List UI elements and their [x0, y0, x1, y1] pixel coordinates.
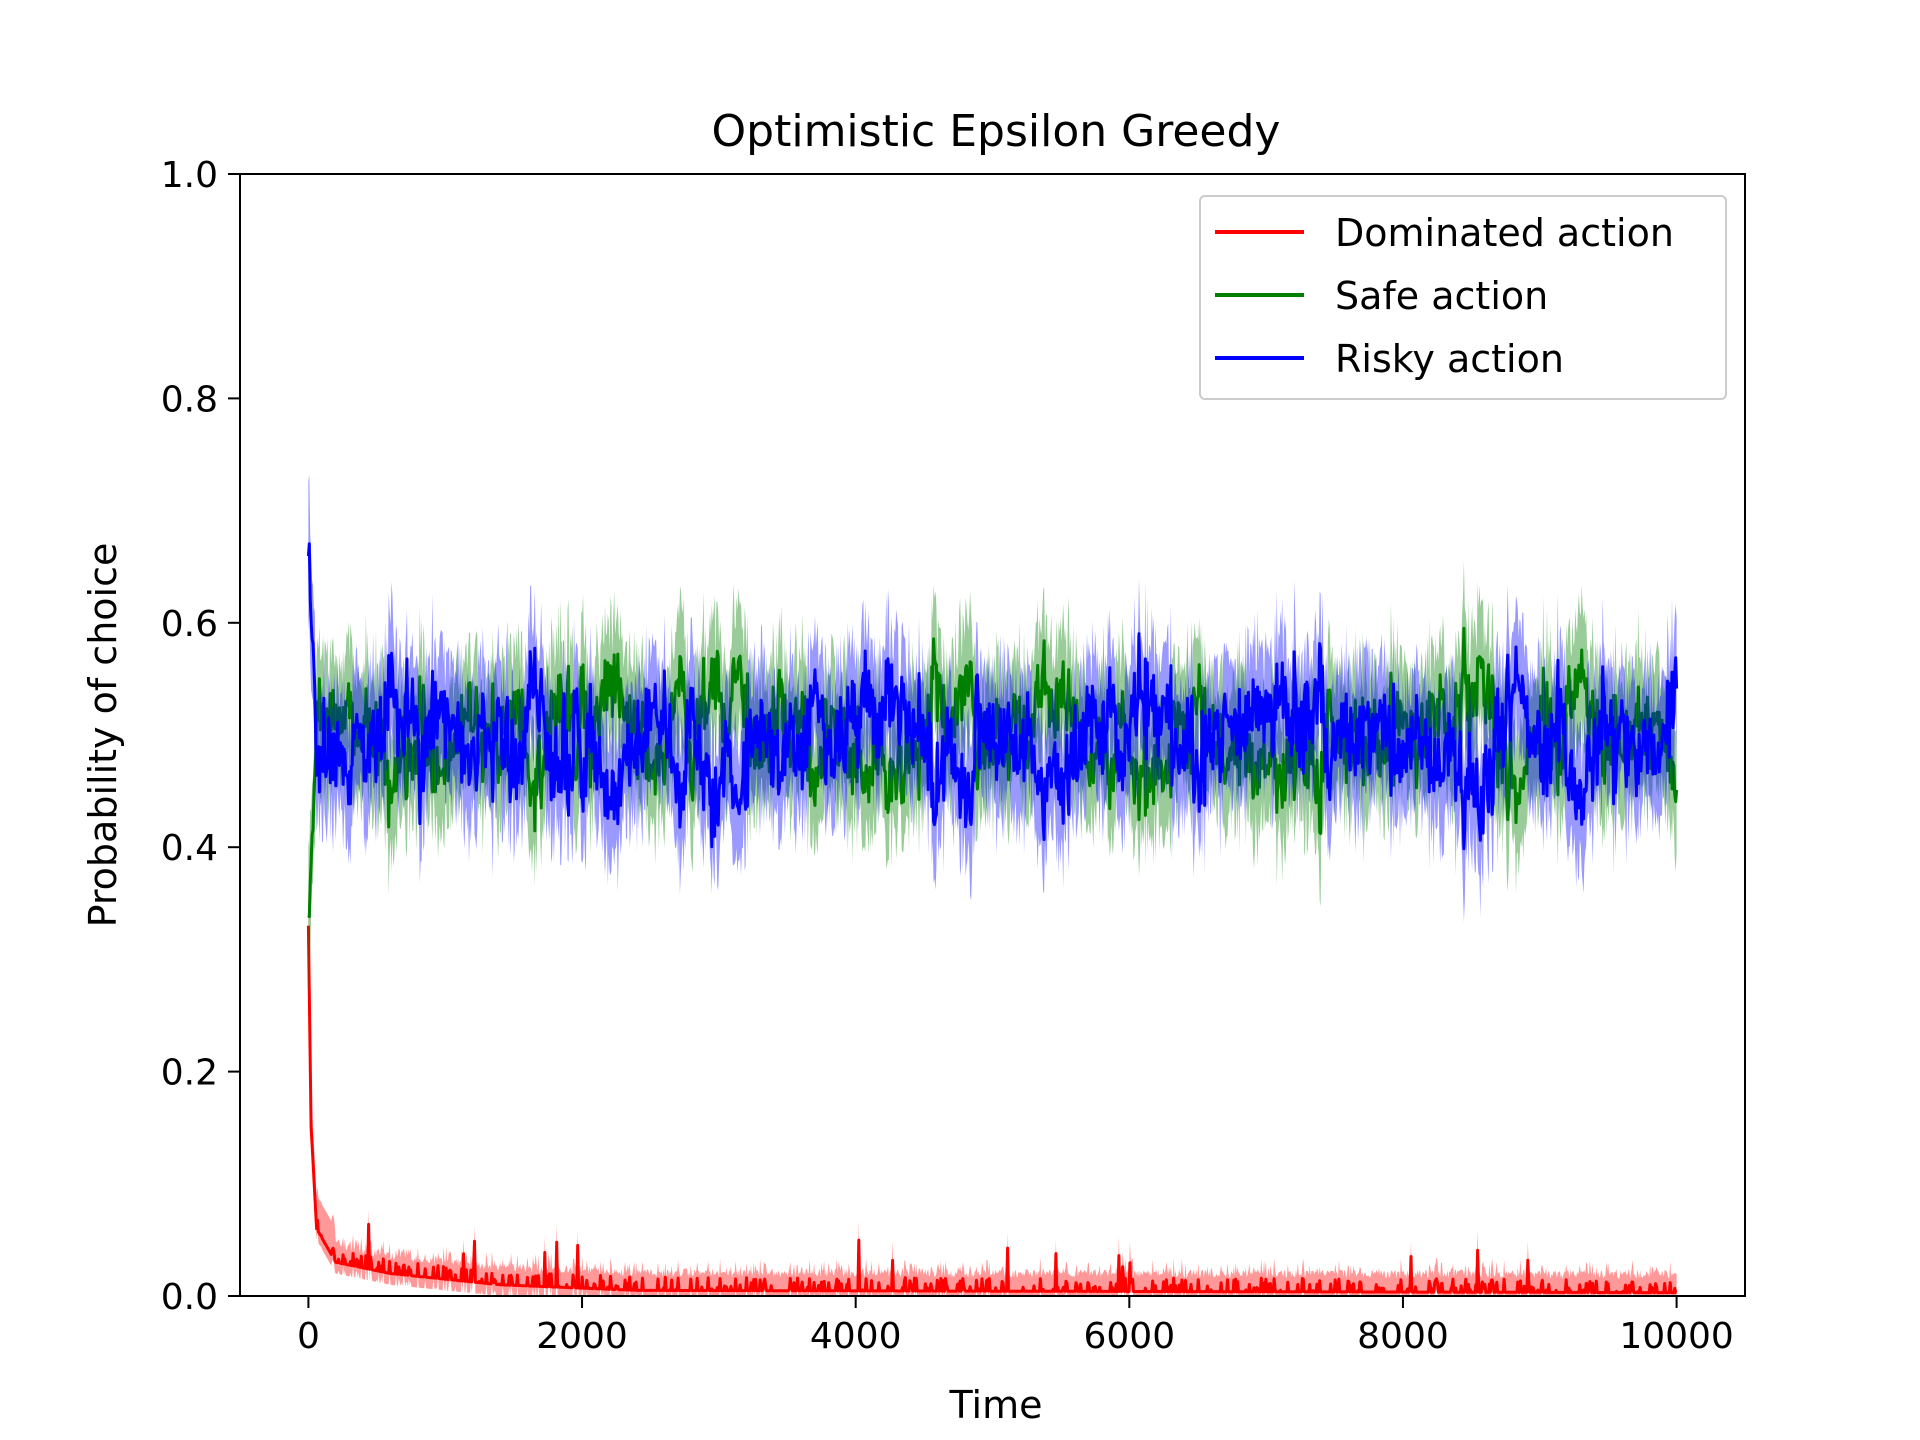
series-layer [306, 474, 1679, 1296]
risky-action-line [306, 542, 1679, 851]
y-tick-label: 0.6 [161, 604, 218, 645]
y-axis: 0.0 0.2 0.4 0.6 0.8 1.0 [161, 155, 240, 1318]
y-tick-label: 0.4 [161, 828, 218, 869]
y-tick-label: 0.0 [161, 1277, 218, 1318]
y-tick-label: 0.8 [161, 379, 218, 420]
dominated-action-line [306, 925, 1678, 1295]
legend-label-safe: Safe action [1335, 274, 1548, 318]
risky-action-band [308, 474, 1677, 923]
chart-title: Optimistic Epsilon Greedy [712, 106, 1281, 157]
plot-frame [239, 173, 1746, 1297]
x-tick-label: 4000 [810, 1316, 902, 1357]
legend-label-dominated: Dominated action [1335, 211, 1674, 255]
y-tick-label: 1.0 [161, 155, 218, 196]
x-axis: 0 2000 4000 6000 8000 10000 [297, 1296, 1734, 1357]
x-tick-label: 2000 [536, 1316, 628, 1357]
x-axis-label: Time [949, 1383, 1043, 1427]
x-tick-label: 0 [297, 1316, 320, 1357]
x-tick-label: 10000 [1619, 1316, 1734, 1357]
y-tick-label: 0.2 [161, 1053, 218, 1094]
safe-action-band [308, 560, 1677, 992]
y-axis-label: Probability of choice [81, 543, 125, 928]
x-tick-label: 6000 [1084, 1316, 1176, 1357]
x-tick-label: 8000 [1357, 1316, 1449, 1357]
legend-label-risky: Risky action [1335, 337, 1564, 381]
legend: Dominated action Safe action Risky actio… [1199, 195, 1727, 400]
legend-frame [1199, 195, 1727, 400]
